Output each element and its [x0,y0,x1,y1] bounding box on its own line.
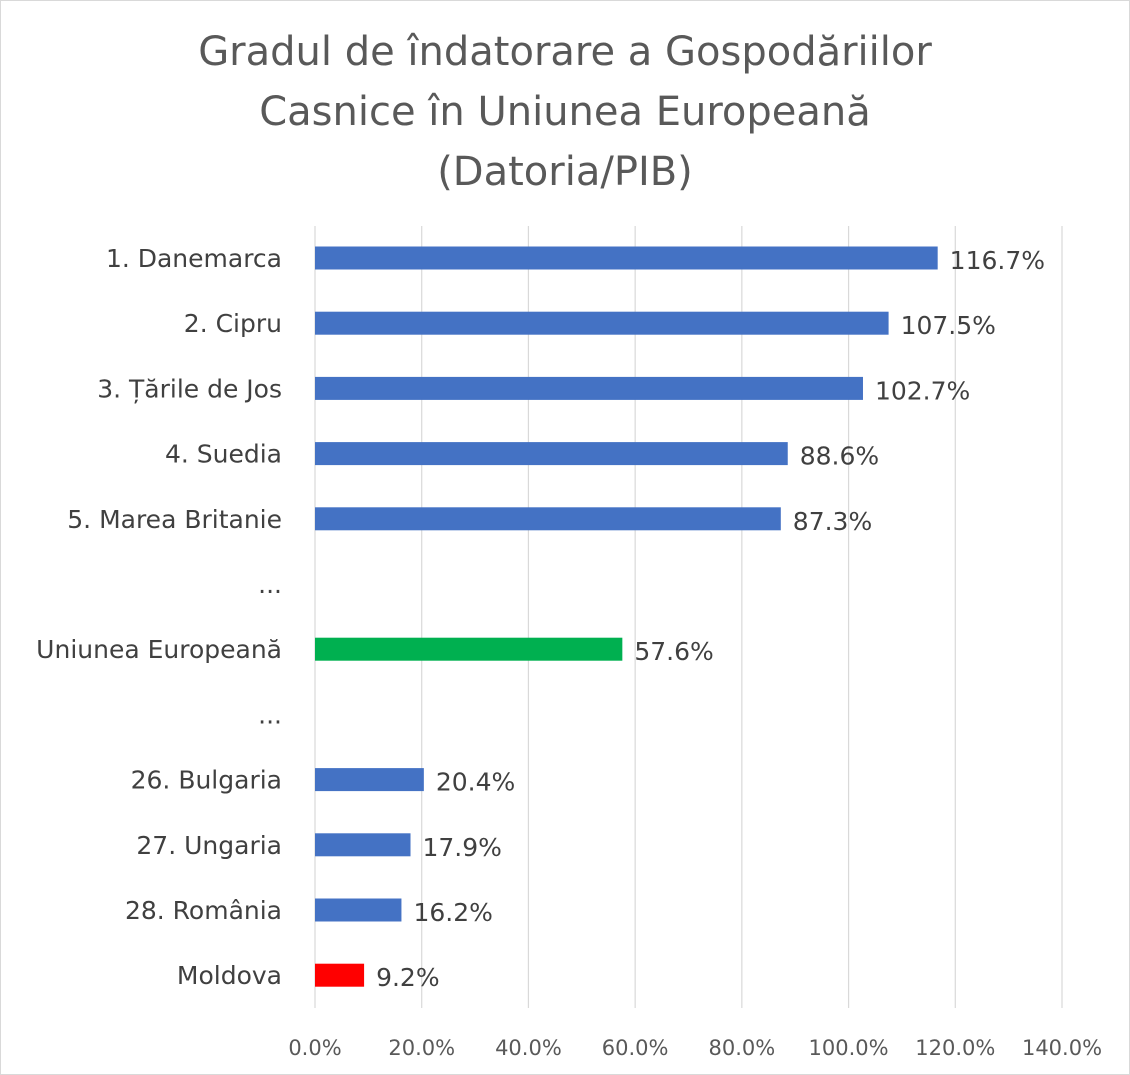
category-label-6: Uniunea Europeană [36,635,282,664]
chart-title-line-3: (Datoria/PIB) [437,149,693,195]
data-label-4: 87.3% [793,507,872,536]
chart-title-line-2: Casnice în Uniunea Europeană [259,89,871,135]
data-label-1: 107.5% [901,311,996,340]
category-label-2: 3. Țările de Jos [97,374,282,403]
bar-1 [315,311,889,335]
x-tick-label-3: 60.0% [602,1036,669,1060]
x-axis-tick-labels: 0.0% 20.0% 40.0% 60.0% 80.0% 100.0% 120.0% 140.… [288,1036,1102,1060]
data-label-0: 116.7% [950,246,1045,275]
x-tick-label-7: 140.0% [1022,1036,1102,1060]
category-label-4: 5. Marea Britanie [67,505,282,534]
x-tick-label-5: 100.0% [809,1036,889,1060]
x-tick-label-6: 120.0% [915,1036,995,1060]
bar-10 [315,898,402,922]
data-label-11: 9.2% [376,963,440,992]
data-labels: 116.7% 107.5% 102.7% 88.6% 87.3% 57.6% 20.4% 17… [376,246,1045,992]
category-label-9: 27. Ungaria [136,831,282,860]
category-label-7: ... [258,700,282,729]
bar-8 [315,768,424,792]
bar-6 [315,637,623,661]
bar-2 [315,376,863,400]
x-tick-label-2: 40.0% [495,1036,562,1060]
data-label-10: 16.2% [413,898,492,927]
chart-title-line-1: Gradul de îndatorare a Gospodăriilor [198,29,932,75]
category-label-11: Moldova [177,961,282,990]
chart-title: Gradul de îndatorare a Gospodăriilor Cas… [0,22,1130,202]
data-label-3: 88.6% [800,442,879,471]
gridlines [314,226,1063,1008]
x-tick-label-0: 0.0% [288,1036,341,1060]
data-label-6: 57.6% [634,637,713,666]
bar-3 [315,442,788,466]
category-label-5: ... [258,570,282,599]
category-label-3: 4. Suedia [165,440,282,469]
data-label-8: 20.4% [436,768,515,797]
category-label-10: 28. România [125,896,282,925]
data-label-9: 17.9% [423,833,502,862]
category-labels: 1. Danemarca 2. Cipru 3. Țările de Jos 4. S… [36,244,282,990]
bar-11 [315,963,365,987]
category-label-8: 26. Bulgaria [131,766,282,795]
data-label-2: 102.7% [875,376,970,405]
x-tick-label-4: 80.0% [708,1036,775,1060]
bar-4 [315,507,781,531]
bar-0 [315,246,938,270]
x-tick-label-1: 20.0% [388,1036,455,1060]
bar-9 [315,833,411,857]
category-label-0: 1. Danemarca [106,244,282,273]
bars [315,246,938,987]
category-label-1: 2. Cipru [184,309,282,338]
